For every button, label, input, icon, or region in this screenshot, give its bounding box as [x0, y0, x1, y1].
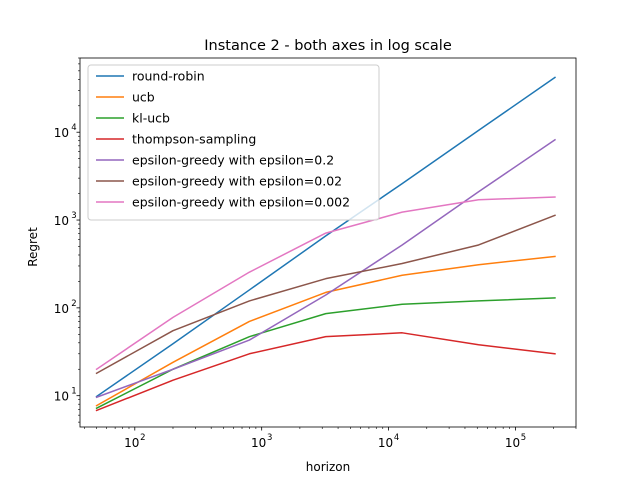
- series-line-1: [95, 76, 557, 398]
- y-tick-label: 10: [54, 390, 69, 404]
- y-tick-label-exponent: 2: [71, 299, 76, 309]
- x-tick-label-exponent: 5: [521, 433, 526, 443]
- y-tick-label-exponent: 4: [71, 123, 76, 133]
- y-axis-label: Regret: [26, 227, 40, 267]
- series-line-6: [95, 214, 556, 375]
- legend-label-7: epsilon-greedy with epsilon=0.002: [132, 195, 350, 210]
- plot-area: [95, 76, 557, 412]
- legend-box: [87, 64, 380, 221]
- series-line-3: [95, 297, 556, 410]
- x-tick-label: 10: [251, 436, 266, 450]
- y-tick-label-exponent: 1: [71, 387, 76, 397]
- y-tick-label: 10: [54, 214, 69, 228]
- legend-label-1: round-robin: [132, 69, 205, 84]
- x-tick-label-exponent: 3: [267, 433, 272, 443]
- legend-label-3: kl-ucb: [132, 111, 170, 126]
- chart-title: Instance 2 - both axes in log scale: [204, 38, 452, 54]
- axes-frame: [79, 57, 577, 428]
- x-tick-label-exponent: 4: [394, 433, 399, 443]
- series-line-4: [95, 332, 556, 412]
- legend-label-2: ucb: [132, 90, 155, 105]
- legend-label-4: thompson-sampling: [132, 132, 256, 147]
- legend: round-robin ucb kl-ucb thompson-sampling eps…: [87, 64, 380, 221]
- y-tick-label: 10: [54, 126, 69, 140]
- series-line-7: [95, 196, 556, 371]
- series-line-5: [95, 138, 557, 399]
- axes: 10 2 10 3 10 4 10 510 110 210 310 4: [54, 57, 577, 450]
- y-tick-label: 10: [54, 302, 69, 316]
- series-line-2: [95, 255, 556, 407]
- y-tick-label-exponent: 3: [71, 211, 76, 221]
- legend-label-5: epsilon-greedy with epsilon=0.2: [132, 153, 334, 168]
- x-tick-label: 10: [505, 436, 520, 450]
- x-tick-label: 10: [124, 436, 139, 450]
- x-tick-label-exponent: 2: [140, 433, 145, 443]
- x-axis-label: horizon: [306, 460, 350, 474]
- x-tick-label: 10: [378, 436, 393, 450]
- legend-label-6: epsilon-greedy with epsilon=0.02: [132, 174, 342, 189]
